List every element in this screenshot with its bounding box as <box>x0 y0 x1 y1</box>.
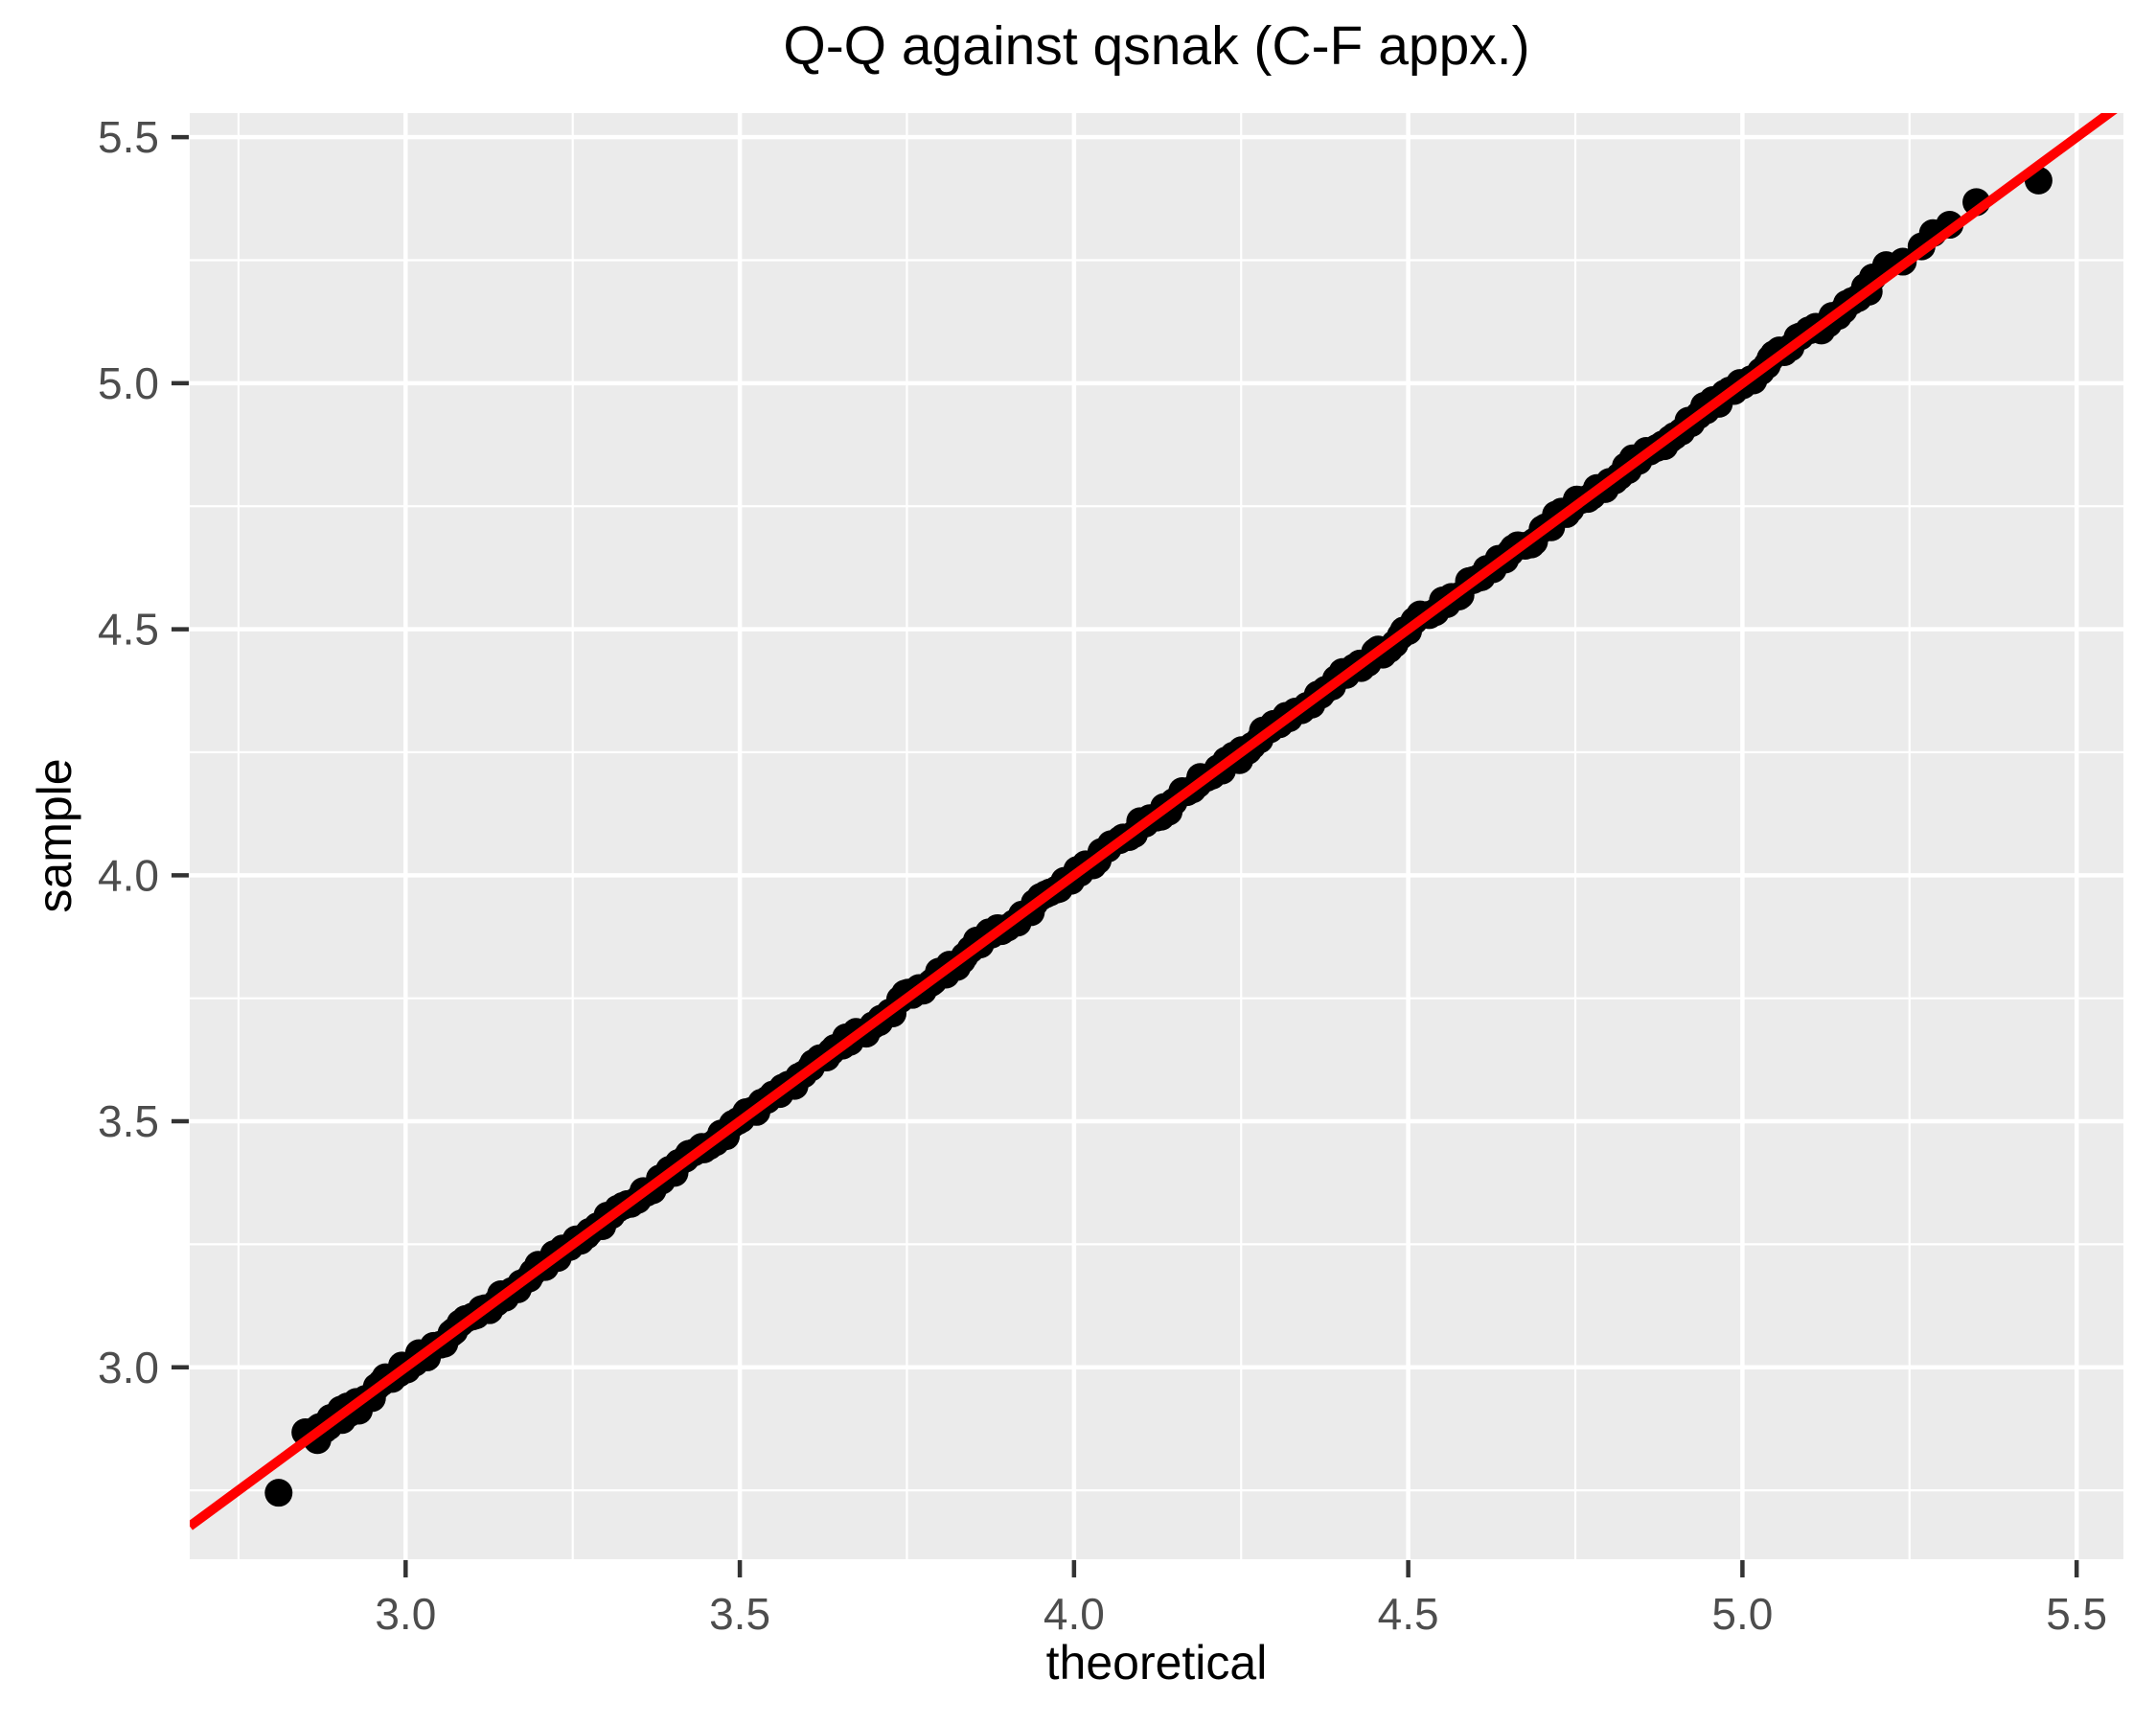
y-tick-label: 5.0 <box>98 358 159 408</box>
reference-line <box>190 113 2118 1530</box>
tick-marks <box>172 134 2079 1577</box>
x-tick-label: 3.5 <box>709 1589 770 1639</box>
x-tick-label: 4.0 <box>1044 1589 1105 1639</box>
minor-gridlines <box>190 113 2123 1559</box>
x-tick-label: 4.5 <box>1378 1589 1439 1639</box>
y-tick-label: 3.0 <box>98 1343 159 1392</box>
y-tick-label: 5.5 <box>98 112 159 162</box>
y-tick-label: 4.5 <box>98 605 159 655</box>
tick-labels: 3.0 3.5 4.0 4.5 5.0 5.5 3.0 3.5 4.0 4.5 5.0 5.5 <box>98 112 2107 1639</box>
y-tick-label: 4.0 <box>98 850 159 900</box>
major-gridlines <box>190 113 2123 1559</box>
y-tick-label: 3.5 <box>98 1096 159 1146</box>
data-point <box>264 1479 293 1507</box>
y-axis-title: sample <box>28 758 81 913</box>
x-tick-label: 5.0 <box>1711 1589 1773 1639</box>
x-tick-label: 3.0 <box>375 1589 436 1639</box>
plot-title: Q-Q against qsnak (C-F appx.) <box>783 15 1530 77</box>
x-axis-title: theoretical <box>1045 1636 1268 1690</box>
x-tick-label: 5.5 <box>2046 1589 2107 1639</box>
